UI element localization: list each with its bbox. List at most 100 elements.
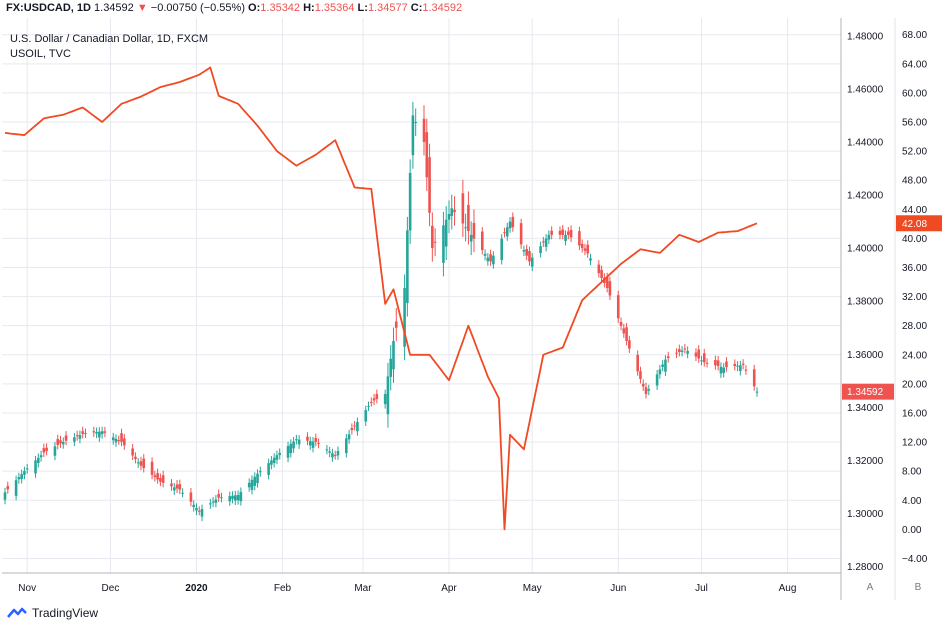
right-axis-tick-label: 68.00	[902, 30, 927, 41]
candle-body	[414, 122, 417, 124]
candle-body	[333, 455, 337, 457]
candle-body	[311, 441, 315, 448]
candle-body	[156, 473, 159, 480]
auto-scale-button[interactable]: A	[866, 582, 874, 593]
candle-body	[142, 458, 146, 469]
candle-body	[197, 510, 201, 512]
candle-body	[694, 352, 698, 357]
candle-body	[56, 439, 60, 445]
candle-body	[120, 433, 123, 442]
candle-body	[239, 491, 243, 502]
candle-body	[353, 425, 356, 427]
candle-body	[189, 492, 193, 502]
candle-body	[616, 295, 620, 319]
candle-body	[561, 229, 565, 235]
candle-body	[522, 250, 526, 252]
candle-body	[544, 238, 548, 247]
candle-body	[425, 132, 429, 178]
right-axis-tick-label: 40.00	[902, 234, 927, 245]
candle-body	[705, 362, 709, 364]
right-axis-tick-label: 52.00	[902, 147, 927, 158]
candle-body	[100, 431, 104, 435]
candle-body	[64, 435, 68, 441]
candle-body	[622, 328, 626, 334]
left-axis-tick-label: 1.36000	[847, 350, 884, 361]
candle-body	[53, 446, 57, 456]
candle-body	[530, 257, 534, 267]
candle-body	[386, 376, 390, 415]
candle-body	[73, 437, 76, 442]
x-tick-label: Jul	[695, 583, 708, 594]
candle-body	[139, 461, 143, 466]
x-tick-label: Jun	[610, 583, 626, 594]
candle-body	[306, 436, 309, 441]
right-axis-tick-label: 28.00	[902, 321, 927, 332]
candle-body	[234, 495, 237, 501]
candle-body	[228, 496, 232, 502]
candle-body	[253, 476, 257, 486]
candle-body	[6, 486, 10, 490]
candle-body	[34, 460, 37, 474]
candle-body	[722, 367, 726, 374]
candle-body	[220, 497, 223, 499]
symbol-ohlc-header: FX:USDCAD, 1D 1.34592 ▼ −0.00750 (−0.55%…	[6, 2, 462, 14]
candle-body	[336, 450, 340, 456]
x-tick-label: Feb	[274, 583, 292, 594]
candle-body	[231, 495, 234, 499]
right-axis-tick-label: 44.00	[902, 205, 927, 216]
open-label: O:	[248, 2, 261, 14]
candle-body	[161, 475, 165, 483]
candle-body	[247, 482, 251, 488]
candle-body	[195, 507, 198, 511]
candle-body	[567, 231, 570, 235]
left-axis-tick-label: 1.30000	[847, 509, 884, 520]
log-scale-button[interactable]: B	[914, 582, 922, 593]
candle-body	[295, 439, 298, 441]
candle-body	[597, 264, 601, 274]
candle-body	[752, 369, 756, 387]
x-tick-label: Aug	[779, 583, 797, 594]
candle-body	[469, 234, 473, 242]
left-axis-tick-label: 1.44000	[847, 137, 884, 148]
candle-body	[328, 451, 331, 453]
right-axis-tick-label: 60.00	[902, 88, 927, 99]
candle-body	[84, 433, 87, 435]
candle-body	[408, 172, 412, 231]
candle-body	[209, 503, 212, 505]
candle-body	[92, 431, 96, 433]
candle-body	[150, 461, 154, 475]
right-axis-tick-label: 32.00	[902, 292, 927, 303]
left-axis-tick-label: 1.42000	[847, 191, 884, 202]
right-axis-tick-label: 64.00	[902, 59, 927, 70]
candle-body	[550, 230, 553, 235]
left-axis-tick-label: 1.46000	[847, 84, 884, 95]
open-value: 1.35342	[260, 2, 301, 14]
candle-body	[153, 475, 157, 478]
brand-footer: TradingView	[6, 606, 98, 620]
candle-body	[542, 241, 545, 243]
candle-body	[134, 456, 137, 459]
candle-body	[547, 234, 551, 240]
left-axis-tick-label: 1.38000	[847, 297, 884, 308]
candle-body	[17, 477, 21, 480]
candle-body	[586, 244, 590, 254]
candle-body	[714, 360, 717, 366]
candle-body	[505, 227, 509, 237]
candle-body	[389, 358, 393, 377]
candle-body	[292, 441, 295, 449]
candle-body	[583, 248, 587, 251]
left-axis-tick-label: 1.40000	[847, 244, 884, 255]
left-axis-tick-label: 1.28000	[847, 562, 884, 573]
candle-body	[480, 231, 484, 251]
candle-body	[744, 369, 748, 371]
candle-body	[325, 449, 329, 451]
candle-body	[578, 231, 581, 246]
x-tick-label: May	[523, 583, 542, 594]
candle-body	[647, 389, 651, 391]
candle-body	[716, 360, 720, 367]
right-axis-tick-label: 24.00	[902, 350, 927, 361]
candle-body	[181, 492, 184, 494]
candle-body	[422, 118, 426, 142]
candle-body	[525, 249, 528, 256]
